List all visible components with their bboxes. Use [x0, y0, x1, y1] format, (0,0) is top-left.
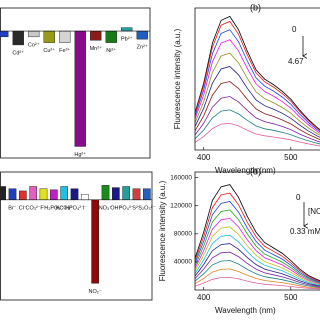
- bar: [8, 188, 17, 201]
- category-label: OH⁻: [110, 205, 121, 211]
- spectrum: [194, 251, 320, 287]
- bar: [43, 30, 55, 43]
- category-label: Pb²⁺: [121, 36, 133, 43]
- bar: [101, 185, 110, 201]
- bar: [90, 30, 102, 41]
- spectrum: [194, 226, 320, 285]
- annotation: 0.33 mM: [290, 227, 320, 236]
- bar: [19, 190, 27, 201]
- y-tick-label: 40000: [174, 259, 192, 266]
- category-label: Ni²⁺: [106, 47, 116, 54]
- bar: [0, 30, 9, 38]
- bar: [132, 188, 141, 201]
- category-label: HPO₄²⁻: [65, 205, 84, 211]
- bar: [136, 30, 148, 40]
- frame: [194, 171, 320, 291]
- x-tick-label: 400: [197, 293, 211, 302]
- annotation: [NO₂⁻]: [308, 207, 320, 216]
- category-label: Cl⁻: [19, 205, 27, 211]
- spectrum: [194, 268, 320, 289]
- category-label: I⁻: [83, 205, 88, 211]
- annotation: 0: [292, 25, 297, 34]
- category-label: Br⁻: [8, 205, 17, 211]
- spectrum: [194, 39, 320, 134]
- annotation: 0: [296, 193, 301, 202]
- spectrum: [194, 20, 320, 131]
- frame: [0, 171, 153, 301]
- spectrum: [194, 184, 320, 282]
- spectrum: [194, 96, 320, 143]
- category-label: Zn²⁺: [137, 44, 148, 51]
- spectrum: [194, 122, 320, 147]
- category-label: CO₃²⁻: [26, 205, 41, 211]
- bar: [122, 186, 130, 201]
- spectrum: [194, 109, 320, 145]
- bar: [81, 194, 89, 201]
- spectrum: [194, 243, 320, 287]
- spectrum: [194, 15, 320, 131]
- bar: [74, 30, 86, 147]
- bar: [28, 30, 40, 38]
- category-label: H₂PO₄⁻: [44, 205, 63, 211]
- y-axis-label: Fluorescence intensity (a.u.): [158, 180, 167, 281]
- spectrum: [194, 201, 320, 283]
- bar: [39, 188, 48, 201]
- bar: [12, 30, 24, 46]
- category-label: NO₂⁻: [89, 289, 102, 295]
- category-label: S₂O₃²⁻: [138, 205, 155, 211]
- y-tick-label: 160000: [170, 174, 192, 181]
- category-label: F⁻: [40, 205, 46, 211]
- spectrum: [194, 192, 320, 282]
- category-label: Hg²⁺: [74, 151, 86, 158]
- category-label: S²⁻: [132, 205, 141, 211]
- frame: [194, 7, 320, 151]
- bar: [91, 199, 99, 284]
- annotation: 4.67: [288, 57, 304, 66]
- x-axis-label: Wavelength (nm): [215, 166, 276, 175]
- y-tick-label: 120000: [170, 202, 192, 209]
- category-label: Fe³⁺: [59, 47, 70, 54]
- spectrum: [194, 217, 320, 284]
- bar: [60, 186, 68, 201]
- x-axis-label: Wavelength (nm): [215, 306, 276, 315]
- spectrum: [194, 29, 320, 133]
- bar: [112, 187, 120, 201]
- panel-label: (b): [250, 2, 261, 12]
- y-axis-label: Fluorescence intensity (a.u.): [173, 28, 182, 129]
- bar: [0, 186, 6, 201]
- spectrum: [194, 234, 320, 286]
- bar: [50, 189, 58, 201]
- bar: [29, 186, 37, 201]
- category-label: Mn²⁺: [90, 45, 102, 52]
- bar: [105, 30, 117, 43]
- x-tick-label: 400: [197, 153, 211, 162]
- panel-label: (d): [250, 166, 261, 176]
- category-label: PO₄³⁻: [119, 205, 134, 211]
- bar: [143, 188, 151, 201]
- category-label: NO₃⁻: [99, 205, 112, 211]
- bar: [70, 188, 79, 201]
- x-tick-label: 500: [284, 153, 298, 162]
- frame: [0, 7, 151, 159]
- category-label: Cu²⁺: [43, 47, 55, 54]
- spectrum: [194, 66, 320, 138]
- bar: [121, 27, 133, 32]
- spectrum: [194, 81, 320, 140]
- spectrum: [194, 52, 320, 136]
- bar: [59, 30, 71, 43]
- category-label: Co²⁺: [28, 41, 40, 48]
- category-label: HCO₃⁻: [55, 205, 72, 211]
- y-tick-label: 80000: [174, 231, 192, 238]
- spectrum: [194, 276, 320, 290]
- spectrum: [194, 260, 320, 288]
- spectrum: [194, 209, 320, 284]
- category-label: Cd²⁺: [12, 49, 24, 56]
- x-tick-label: 500: [284, 293, 298, 302]
